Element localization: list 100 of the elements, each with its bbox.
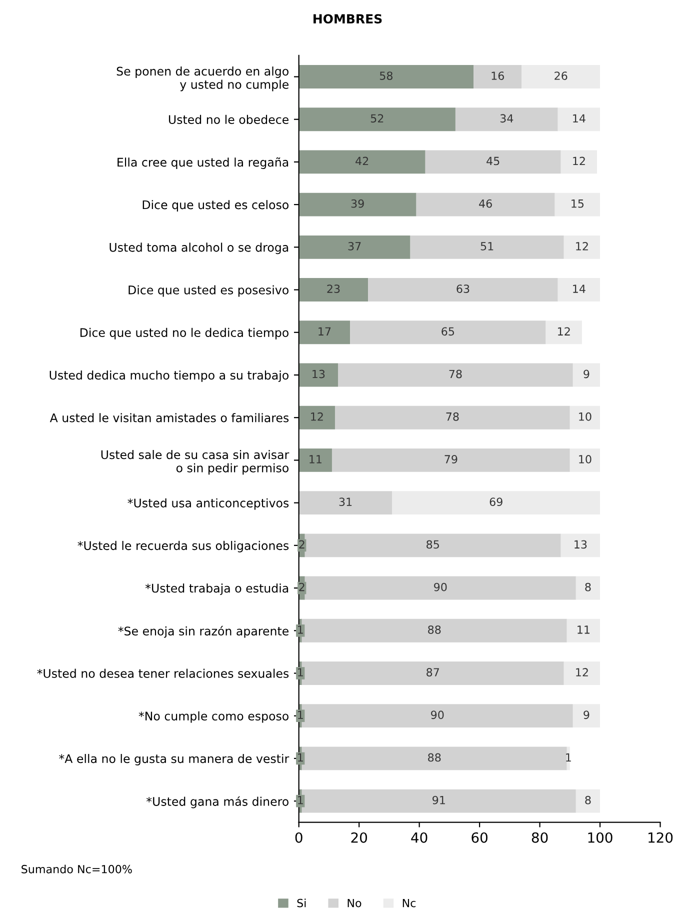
data-label: 88	[428, 753, 441, 762]
y-tick-label: Dice que usted no le dedica tiempo	[80, 328, 288, 340]
x-tick-label: 120	[648, 832, 673, 843]
bar	[368, 278, 558, 302]
data-label: 12	[576, 668, 588, 676]
data-label: 65	[442, 327, 454, 336]
bar	[560, 534, 600, 558]
legend-label: Si	[297, 898, 306, 908]
bar	[298, 150, 426, 174]
data-label: 17	[318, 327, 331, 336]
data-label: 12	[573, 156, 585, 166]
data-label: 31	[339, 498, 352, 506]
y-tick-label: Dice que usted es posesivo	[128, 285, 288, 297]
y-tick-label: *Se enoja sin razón aparente	[118, 626, 288, 638]
data-label: 10	[579, 455, 592, 464]
y-tick-label: Se ponen de acuerdo en algo y usted no cumple	[116, 66, 288, 92]
data-label: 51	[480, 242, 494, 250]
data-label: 14	[573, 284, 586, 293]
data-label: 2	[299, 540, 304, 548]
data-label: 46	[479, 199, 492, 208]
data-label: 13	[574, 540, 587, 549]
bar	[410, 235, 564, 259]
data-label: 88	[428, 625, 441, 634]
y-tick-label: *Usted le recuerda sus obligaciones	[78, 540, 289, 552]
bar	[570, 406, 600, 430]
bar	[338, 363, 573, 387]
data-label: 42	[356, 156, 368, 166]
bar	[332, 448, 570, 472]
data-label: 2	[299, 582, 304, 592]
data-label: 26	[554, 72, 568, 80]
bar	[522, 65, 600, 88]
bar	[560, 150, 598, 174]
data-label: 9	[584, 370, 590, 378]
bar	[570, 448, 600, 472]
y-tick-label: *Usted gana más dinero	[146, 796, 288, 808]
data-label: 8	[585, 796, 591, 804]
chart-title: HOMBRES	[314, 14, 382, 24]
bar	[572, 704, 600, 728]
bar	[416, 192, 555, 216]
x-tick-label: 40	[411, 832, 428, 843]
x-tick-label: 20	[351, 832, 367, 843]
x-tick-label: 80	[532, 832, 548, 843]
bar	[334, 406, 570, 430]
data-label: 39	[351, 199, 364, 208]
bar	[298, 65, 474, 88]
data-label: 1	[566, 753, 571, 762]
bar	[298, 108, 456, 132]
data-label: 8	[585, 582, 591, 592]
data-label: 13	[312, 370, 325, 378]
data-label: 15	[572, 200, 584, 208]
y-tick-label: Ella cree que usted la regaña	[118, 157, 288, 169]
x-tick-label: 60	[472, 832, 488, 843]
data-label: 10	[579, 412, 592, 421]
data-label: 9	[584, 710, 590, 720]
data-label: 14	[573, 114, 586, 122]
y-tick-label: Dice que usted es celoso	[142, 200, 288, 212]
y-tick-label: Usted dedica mucho tiempo a su trabajo	[50, 370, 288, 382]
bar	[564, 662, 600, 685]
data-label: 69	[490, 498, 502, 506]
y-tick-label: Usted toma alcohol o se droga	[110, 242, 288, 254]
data-label: 90	[431, 710, 444, 720]
bar	[566, 618, 600, 642]
bar	[576, 789, 600, 813]
data-label: 63	[456, 284, 470, 293]
legend-label: Nc	[402, 898, 416, 908]
bar	[474, 65, 522, 88]
data-label: 78	[446, 412, 459, 421]
bar	[298, 192, 416, 216]
data-label: 11	[578, 626, 590, 634]
data-label: 37	[348, 242, 361, 250]
bar	[576, 576, 600, 600]
y-tick-label: *Usted usa anticonceptivos	[128, 498, 289, 510]
data-label: 12	[576, 242, 588, 250]
bar	[298, 235, 410, 259]
y-tick-label: A usted le visitan amistades o familiares	[50, 413, 289, 422]
y-tick-label: Usted no le obedece	[168, 114, 288, 124]
y-tick-label: *Usted no desea tener relaciones sexuales	[37, 668, 289, 678]
x-tick-label: 100	[588, 832, 612, 843]
text: Sumando Nc=100%	[22, 864, 132, 874]
y-tick-label: *No cumple como esposo	[138, 711, 288, 723]
bar	[554, 192, 600, 216]
bar	[558, 278, 600, 302]
data-label: 58	[380, 72, 392, 80]
data-label: 11	[310, 455, 322, 464]
y-tick-label: *A ella no le gusta su manera de vestir	[59, 754, 290, 766]
data-label: 85	[426, 540, 439, 549]
y-tick-label: Usted sale de su casa sin avisar o sin pedir permiso	[101, 450, 290, 475]
data-label: 52	[370, 114, 384, 123]
legend-label: No	[348, 898, 362, 908]
bar	[350, 320, 546, 344]
bar	[298, 491, 392, 515]
data-label: 90	[434, 582, 447, 592]
data-label: 23	[327, 284, 340, 293]
bar	[546, 320, 582, 344]
data-label: 78	[449, 370, 462, 378]
bar	[558, 108, 600, 132]
data-label: 12	[311, 412, 323, 421]
bar	[392, 491, 600, 515]
y-tick-label: *Usted trabaja o estudia	[145, 584, 288, 595]
data-label: 16	[492, 72, 504, 80]
